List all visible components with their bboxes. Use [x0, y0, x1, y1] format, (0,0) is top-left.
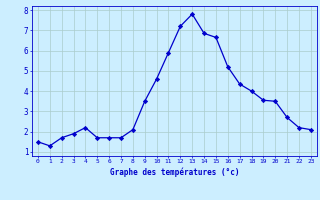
X-axis label: Graphe des températures (°c): Graphe des températures (°c): [110, 167, 239, 177]
